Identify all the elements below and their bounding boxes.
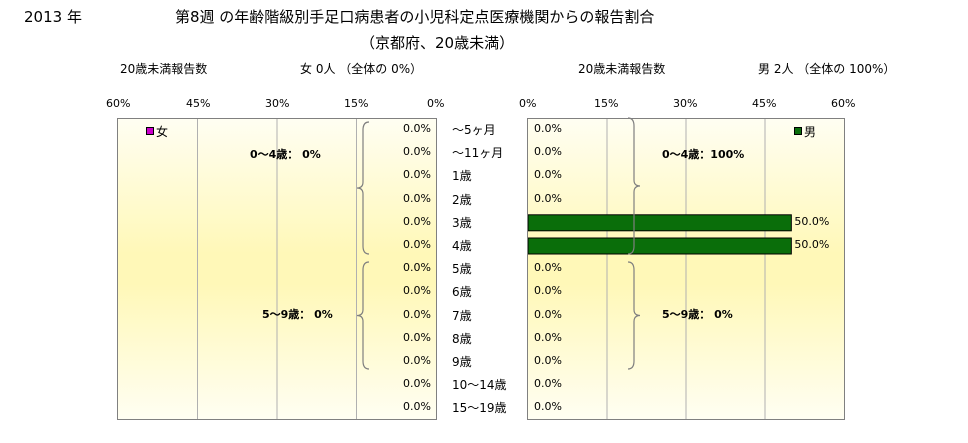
left-tick: 45% bbox=[186, 97, 211, 110]
female-group-5-9: 5～9歳： 0% bbox=[262, 308, 333, 321]
female-plot-area: 女 bbox=[117, 118, 437, 420]
right-tick: 30% bbox=[673, 97, 698, 110]
male-value-label: 50.0% bbox=[794, 214, 830, 228]
female-value-label: 0.0% bbox=[403, 377, 431, 391]
right-tick: 15% bbox=[594, 97, 619, 110]
male-value-label: 0.0% bbox=[534, 284, 562, 298]
male-value-label: 0.0% bbox=[534, 191, 562, 205]
male-value-label: 0.0% bbox=[534, 122, 562, 135]
female-legend-swatch bbox=[146, 127, 154, 135]
category-label: ～5ヶ月 bbox=[452, 123, 496, 137]
category-label: 15～19歳 bbox=[452, 401, 507, 416]
category-label: 6歳 bbox=[452, 285, 472, 300]
male-value-label: 50.0% bbox=[794, 238, 830, 251]
male-value-label: 0.0% bbox=[534, 261, 562, 275]
male-group-0-4: 0～4歳：100% bbox=[662, 148, 745, 161]
female-value-label: 0.0% bbox=[403, 238, 431, 251]
category-label: 9歳 bbox=[452, 355, 472, 369]
male-group-5-9: 5～9歳： 0% bbox=[662, 308, 733, 321]
category-label: 8歳 bbox=[452, 331, 472, 346]
male-bar bbox=[528, 214, 792, 232]
male-value-label: 0.0% bbox=[534, 145, 562, 159]
female-value-label: 0.0% bbox=[403, 168, 431, 182]
left-tick: 30% bbox=[265, 97, 290, 110]
male-value-label: 0.0% bbox=[534, 354, 562, 367]
female-legend-label: 女 bbox=[156, 125, 169, 139]
male-count-label: 20歳未満報告数 bbox=[578, 62, 666, 76]
left-tick: 0% bbox=[427, 97, 445, 110]
chart-title: 第8週 の年齢階級別手足口病患者の小児科定点医療機関からの報告割合 bbox=[175, 8, 655, 26]
female-value-label: 0.0% bbox=[403, 284, 431, 298]
male-value-label: 0.0% bbox=[534, 307, 562, 321]
male-value-label: 0.0% bbox=[534, 400, 562, 414]
male-legend-label: 男 bbox=[804, 125, 817, 139]
category-label: 3歳 bbox=[452, 215, 472, 230]
female-value-label: 0.0% bbox=[403, 145, 431, 159]
male-value-label: 0.0% bbox=[534, 330, 562, 344]
right-tick: 0% bbox=[519, 97, 537, 110]
category-label: 1歳 bbox=[452, 169, 472, 184]
male-plot-area: 男 bbox=[527, 118, 845, 420]
female-value-label: 0.0% bbox=[403, 214, 431, 228]
female-value-label: 0.0% bbox=[403, 191, 431, 205]
category-label: ～11ヶ月 bbox=[452, 146, 504, 161]
male-bar bbox=[528, 237, 792, 255]
male-legend: 男 bbox=[794, 123, 816, 140]
left-tick: 15% bbox=[344, 97, 369, 110]
year-label: 2013 年 bbox=[24, 8, 82, 26]
category-label: 10～14歳 bbox=[452, 378, 507, 393]
female-legend: 女 bbox=[146, 123, 168, 140]
male-value-label: 0.0% bbox=[534, 377, 562, 391]
male-legend-swatch bbox=[794, 127, 802, 135]
female-value-label: 0.0% bbox=[403, 330, 431, 344]
category-label: 4歳 bbox=[452, 239, 472, 253]
right-tick: 60% bbox=[831, 97, 856, 110]
female-value-label: 0.0% bbox=[403, 354, 431, 367]
category-label: 7歳 bbox=[452, 308, 472, 323]
female-value-label: 0.0% bbox=[403, 122, 431, 135]
male-count-summary: 男 2人 （全体の 100%） bbox=[758, 62, 896, 76]
female-value-label: 0.0% bbox=[403, 261, 431, 275]
left-tick: 60% bbox=[106, 97, 131, 110]
male-value-label: 0.0% bbox=[534, 168, 562, 182]
female-count-summary: 女 0人 （全体の 0%） bbox=[300, 62, 423, 76]
female-value-label: 0.0% bbox=[403, 307, 431, 321]
female-value-label: 0.0% bbox=[403, 400, 431, 414]
female-group-0-4: 0～4歳： 0% bbox=[250, 148, 321, 161]
category-label: 5歳 bbox=[452, 262, 472, 277]
right-tick: 45% bbox=[752, 97, 777, 110]
female-count-label: 20歳未満報告数 bbox=[120, 62, 208, 76]
category-label: 2歳 bbox=[452, 192, 472, 207]
chart-subtitle: （京都府、20歳未満） bbox=[360, 34, 515, 52]
